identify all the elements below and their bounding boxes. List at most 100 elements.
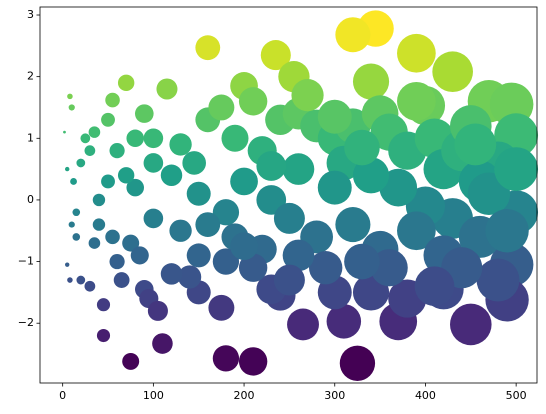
point bbox=[96, 298, 111, 312]
y-tick-label: 0 bbox=[27, 193, 34, 206]
point bbox=[273, 202, 305, 234]
point bbox=[126, 178, 144, 197]
point bbox=[339, 345, 376, 381]
point bbox=[72, 233, 81, 241]
point bbox=[208, 294, 235, 321]
point bbox=[230, 232, 258, 261]
x-tick-label: 100 bbox=[143, 389, 164, 402]
point bbox=[101, 174, 115, 189]
point bbox=[182, 151, 206, 175]
point bbox=[260, 40, 291, 71]
point bbox=[130, 246, 149, 265]
x-tick-label: 200 bbox=[234, 389, 255, 402]
point bbox=[101, 112, 115, 127]
point bbox=[122, 352, 140, 370]
point bbox=[308, 251, 343, 285]
point bbox=[109, 253, 125, 270]
point bbox=[195, 35, 221, 61]
point bbox=[92, 218, 106, 231]
point bbox=[143, 128, 164, 149]
point bbox=[117, 74, 135, 92]
point bbox=[169, 219, 192, 242]
point bbox=[68, 104, 75, 111]
point bbox=[208, 94, 235, 121]
point bbox=[282, 153, 315, 185]
point bbox=[68, 221, 75, 228]
point bbox=[397, 33, 436, 73]
x-tick-label: 400 bbox=[415, 389, 436, 402]
point bbox=[352, 63, 390, 100]
point bbox=[160, 164, 183, 187]
x-tick-label: 500 bbox=[506, 389, 527, 402]
point bbox=[67, 93, 73, 100]
point bbox=[238, 87, 268, 116]
point bbox=[156, 78, 178, 100]
point bbox=[282, 239, 315, 272]
y-tick-label: 2 bbox=[27, 70, 34, 83]
point bbox=[135, 104, 154, 123]
point bbox=[178, 265, 202, 289]
point bbox=[169, 133, 192, 156]
point bbox=[212, 199, 240, 226]
point bbox=[450, 303, 492, 346]
point bbox=[113, 272, 130, 288]
point bbox=[70, 178, 77, 185]
point bbox=[126, 129, 144, 148]
point bbox=[63, 130, 66, 134]
point bbox=[397, 81, 436, 121]
point bbox=[397, 211, 436, 251]
point bbox=[326, 304, 362, 339]
point bbox=[370, 249, 408, 287]
point bbox=[344, 129, 380, 166]
point bbox=[238, 347, 268, 376]
point bbox=[80, 133, 91, 144]
y-tick-label: 1 bbox=[27, 131, 34, 144]
point bbox=[84, 145, 96, 156]
point bbox=[335, 17, 371, 53]
x-tick-label: 300 bbox=[324, 389, 345, 402]
point bbox=[152, 333, 173, 354]
point bbox=[335, 207, 371, 243]
point bbox=[212, 248, 240, 275]
y-tick-label: −1 bbox=[18, 255, 34, 268]
point bbox=[414, 266, 455, 307]
point bbox=[147, 300, 168, 321]
point bbox=[432, 51, 473, 93]
point bbox=[109, 143, 125, 159]
point bbox=[317, 99, 352, 134]
point bbox=[143, 208, 164, 229]
point bbox=[160, 263, 183, 285]
point bbox=[65, 166, 70, 172]
point bbox=[105, 92, 120, 108]
point bbox=[238, 253, 268, 282]
point bbox=[88, 237, 101, 249]
point bbox=[273, 264, 305, 296]
point bbox=[92, 193, 106, 207]
point bbox=[230, 167, 258, 196]
point bbox=[186, 243, 211, 268]
point bbox=[485, 209, 529, 253]
point bbox=[344, 243, 380, 280]
point bbox=[88, 126, 101, 138]
point bbox=[96, 328, 111, 343]
y-tick-label: 3 bbox=[27, 8, 34, 21]
x-tick-label: 0 bbox=[59, 389, 66, 402]
point bbox=[76, 275, 86, 285]
point bbox=[122, 234, 140, 252]
point bbox=[195, 212, 221, 237]
point bbox=[84, 280, 96, 292]
y-tick-label: −2 bbox=[18, 316, 34, 329]
point bbox=[117, 167, 135, 184]
point bbox=[352, 157, 390, 194]
point bbox=[76, 158, 86, 168]
axes-frame bbox=[39, 6, 538, 384]
point bbox=[143, 153, 164, 173]
point bbox=[221, 124, 249, 152]
point bbox=[67, 277, 73, 283]
point bbox=[105, 229, 120, 245]
point bbox=[287, 308, 319, 341]
point bbox=[186, 181, 211, 206]
point bbox=[494, 147, 539, 192]
point bbox=[317, 170, 352, 205]
